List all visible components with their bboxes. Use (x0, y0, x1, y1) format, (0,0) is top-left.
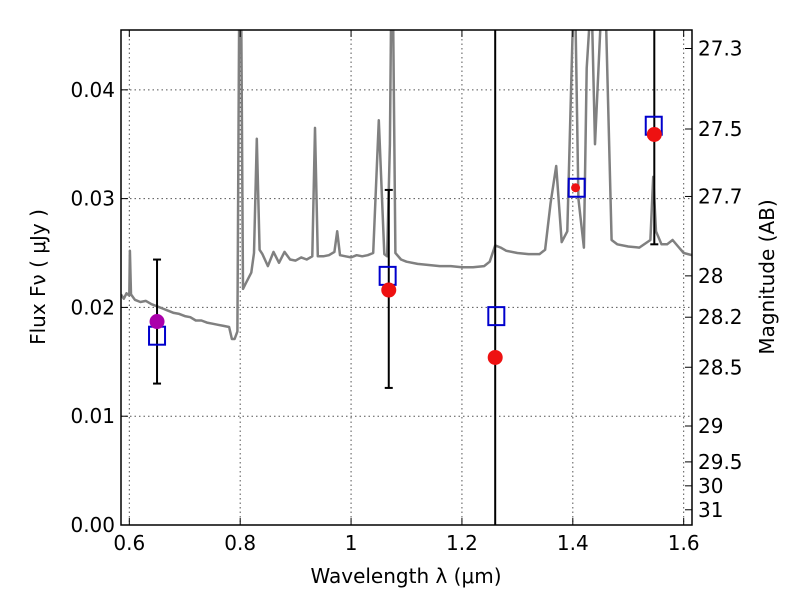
y-tick-label: 0.01 (70, 404, 115, 428)
x-tick-label: 0.8 (224, 531, 256, 555)
spectrum-line (121, 30, 692, 341)
observed-point (646, 126, 662, 142)
observed-point (487, 349, 503, 365)
y-tick-label: 0.03 (70, 187, 115, 211)
x-tick-label: 1.4 (557, 531, 589, 555)
right-tick-label: 28.2 (698, 305, 743, 329)
right-tick-label: 29 (698, 414, 723, 438)
plot-frame (120, 29, 693, 526)
y-tick-label: 0.00 (70, 513, 115, 537)
right-tick-label: 27.3 (698, 36, 743, 60)
y-axis-label: Flux Fν ( μJy ) (26, 209, 50, 345)
observed-point (381, 282, 397, 298)
observed-point (149, 314, 165, 330)
right-axis-label: Magnitude (AB) (755, 199, 779, 354)
x-tick-label: 0.6 (113, 531, 145, 555)
right-tick-label: 28 (698, 264, 723, 288)
model-photometry-square (487, 306, 506, 327)
plot-layer (121, 30, 692, 525)
right-tick-label: 30 (698, 474, 723, 498)
model-photometry-square (567, 177, 586, 198)
y-tick-label: 0.02 (70, 295, 115, 319)
right-tick-label: 29.5 (698, 450, 743, 474)
y-tick-label: 0.04 (70, 78, 115, 102)
right-tick-label: 28.5 (698, 355, 743, 379)
observed-point (571, 183, 581, 193)
right-tick-label: 27.7 (698, 184, 743, 208)
grid-layer (121, 30, 692, 526)
x-axis-label: Wavelength λ (μm) (310, 564, 501, 588)
right-tick-label: 31 (698, 498, 723, 522)
x-tick-label: 1.2 (446, 531, 478, 555)
axis-layer: 0.6 0.8 1 1.2 1.4 1.6 0.00 0.01 0.02 0.03 0.04 27.3… (70, 30, 743, 555)
x-tick-label: 1 (345, 531, 358, 555)
right-tick-label: 27.5 (698, 117, 743, 141)
x-tick-label: 1.6 (668, 531, 700, 555)
